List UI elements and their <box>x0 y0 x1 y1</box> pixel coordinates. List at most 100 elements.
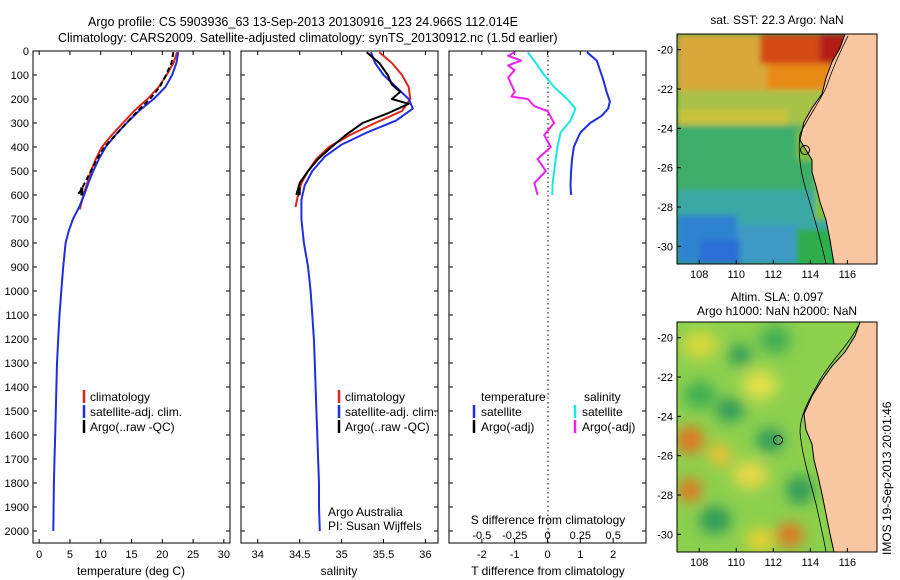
salinity-depth-ticks <box>241 50 438 532</box>
map-x-tick-label: 110 <box>727 269 745 281</box>
map-x-tick-label: 112 <box>765 269 783 281</box>
map-y-tick-label: -26 <box>657 163 673 175</box>
x-tick-label: 30 <box>218 549 230 561</box>
legend-t-satellite-label: satellite <box>481 405 522 419</box>
series-line-satellite-salinity- <box>526 51 577 195</box>
s-difference-tick-label: 0.25 <box>570 530 591 542</box>
x-tick-label: 36 <box>419 549 431 561</box>
temperature-series <box>52 51 180 532</box>
legend-climatology-label: climatology <box>90 390 150 404</box>
legend-salinity-title: salinity <box>584 390 621 404</box>
credit-line-1: Argo Australia <box>328 505 403 519</box>
map-x-tick-label: 114 <box>802 557 820 569</box>
s-difference-tick-labels: -0.5 -0.25 0 0.25 0.5 <box>472 530 620 542</box>
x-tick-label: 10 <box>95 549 107 561</box>
sla-field <box>677 322 877 552</box>
map-x-tick-label: 116 <box>839 269 857 281</box>
temperature-axes-box <box>32 50 231 544</box>
series-line-climatology <box>294 51 412 208</box>
x-tick-label: -2 <box>477 549 487 561</box>
map-y-tick-label: -28 <box>657 202 673 214</box>
sla-map-subtitle: Argo h1000: NaN h2000: NaN <box>697 304 857 318</box>
y-tick-label: 1600 <box>5 430 29 442</box>
map-x-tick-label: 116 <box>839 557 857 569</box>
sst-land <box>799 34 877 264</box>
sla-isobath <box>799 325 859 552</box>
legend-temperature-title: temperature <box>481 390 546 404</box>
y-tick-label: 1300 <box>5 358 29 370</box>
x-tick-label: 0 <box>544 549 550 561</box>
legend-argo-label: Argo(..raw -QC) <box>345 420 430 434</box>
series-line-argo-raw-qc- <box>76 52 175 196</box>
map-y-tick-label: -24 <box>657 123 673 135</box>
salinity-series <box>294 51 414 532</box>
x-tick-label: 34 <box>252 549 264 561</box>
salinity-axis: 34 34.5 35 35.5 36 <box>252 51 432 561</box>
y-tick-label: 1500 <box>5 406 29 418</box>
map-y-tick-label: -30 <box>657 529 673 541</box>
legend-climatology-label: climatology <box>345 390 405 404</box>
difference-axis: -2 -1 0 1 2 <box>477 51 616 561</box>
y-tick-label: 900 <box>11 262 29 274</box>
legend-t-argo-label: Argo(-adj) <box>481 420 534 434</box>
legend-s-satellite-label: satellite <box>582 405 623 419</box>
x-tick-label: 15 <box>125 549 137 561</box>
salinity-panel: 34 34.5 35 35.5 36 salinity climatology sate… <box>240 50 439 578</box>
salinity-legend: climatology satellite-adj. clim. Argo(..… <box>337 390 437 434</box>
figure-subtitle: Climatology: CARS2009. Satellite-adjuste… <box>58 31 558 45</box>
temperature-xlabel: temperature (deg C) <box>77 564 185 578</box>
y-tick-label: 400 <box>11 142 29 154</box>
y-tick-label: 600 <box>11 190 29 202</box>
sla-blobs <box>677 326 814 552</box>
map-y-tick-label: -26 <box>657 451 673 463</box>
x-tick-label: 34.5 <box>289 549 310 561</box>
map-y-tick-label: -30 <box>657 241 673 253</box>
y-tick-label: 700 <box>11 214 29 226</box>
y-tick-label: 800 <box>11 238 29 250</box>
sst-field <box>677 34 877 264</box>
sst-map: sat. SST: 22.3 Argo: NaN <box>657 13 878 281</box>
s-difference-tick-label: 0.5 <box>606 530 621 542</box>
map-y-tick-label: -22 <box>657 372 673 384</box>
y-tick-label: 1700 <box>5 454 29 466</box>
salinity-xlabel: salinity <box>321 564 358 578</box>
series-line-satellite-adj-clim- <box>300 51 414 532</box>
y-tick-label: 1400 <box>5 382 29 394</box>
map-y-tick-label: -20 <box>657 333 673 345</box>
series-line-argo-raw-qc- <box>295 51 410 196</box>
y-tick-label: 1900 <box>5 502 29 514</box>
x-tick-label: 35 <box>335 549 347 561</box>
sst-map-title: sat. SST: 22.3 Argo: NaN <box>710 13 843 27</box>
imos-timestamp: IMOS 19-Sep-2013 20:01:46 <box>880 401 894 555</box>
y-tick-label: 300 <box>11 118 29 130</box>
s-difference-tick-label: -0.5 <box>472 530 491 542</box>
y-tick-label: 100 <box>11 70 29 82</box>
map-x-tick-label: 112 <box>765 557 783 569</box>
legend-s-argo-label: Argo(-adj) <box>582 420 635 434</box>
series-line-argo-adj-salinity- <box>507 51 556 196</box>
map-y-tick-label: -22 <box>657 84 673 96</box>
map-y-tick-label: -28 <box>657 490 673 502</box>
sst-map-frame <box>676 33 878 265</box>
y-tick-label: 1000 <box>5 286 29 298</box>
salinity-axes-box <box>240 50 439 544</box>
sla-land <box>803 322 877 552</box>
x-tick-label: 35.5 <box>373 549 394 561</box>
s-difference-tick-label: 0 <box>544 530 550 542</box>
t-difference-xlabel: T difference from climatology <box>471 564 625 578</box>
depth-axis: 0 100 200 300 400 500 600 700 800 900 1000 1100 1200… <box>5 46 230 538</box>
map-x-tick-label: 114 <box>802 269 820 281</box>
y-tick-label: 500 <box>11 166 29 178</box>
s-difference-tick-label: -0.25 <box>502 530 527 542</box>
x-tick-label: 20 <box>156 549 168 561</box>
x-tick-label: 5 <box>67 549 73 561</box>
series-line-satellite <box>569 51 611 196</box>
y-tick-label: 1800 <box>5 478 29 490</box>
sla-map-ticks: 108 110 112 114 116 -20 -22 -24 -26 -28 -30 <box>657 333 856 569</box>
map-y-tick-label: -20 <box>657 45 673 57</box>
legend-satellite-label: satellite-adj. clim. <box>345 405 437 419</box>
sla-map-title: Altim. SLA: 0.097 <box>731 290 824 304</box>
difference-axes-box <box>448 50 647 544</box>
y-tick-label: 1200 <box>5 334 29 346</box>
